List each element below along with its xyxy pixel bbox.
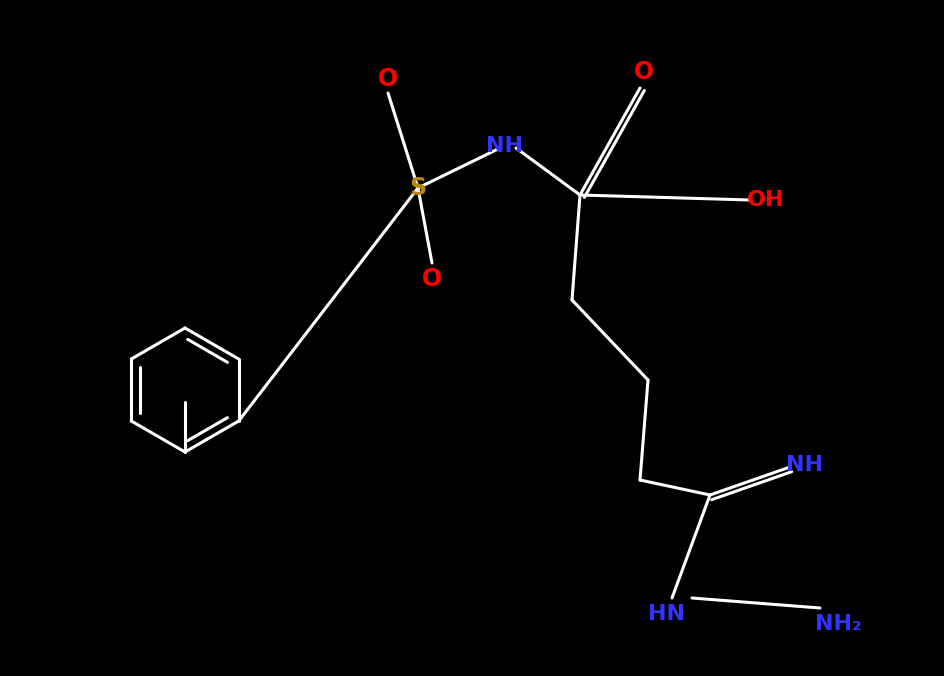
Text: HN: HN	[648, 604, 684, 624]
Text: S: S	[410, 176, 427, 200]
Text: NH: NH	[485, 136, 522, 156]
Text: NH: NH	[785, 455, 822, 475]
Text: OH: OH	[748, 190, 784, 210]
Text: O: O	[378, 67, 398, 91]
Text: O: O	[422, 267, 442, 291]
Text: O: O	[634, 60, 654, 84]
Text: NH₂: NH₂	[815, 614, 861, 634]
